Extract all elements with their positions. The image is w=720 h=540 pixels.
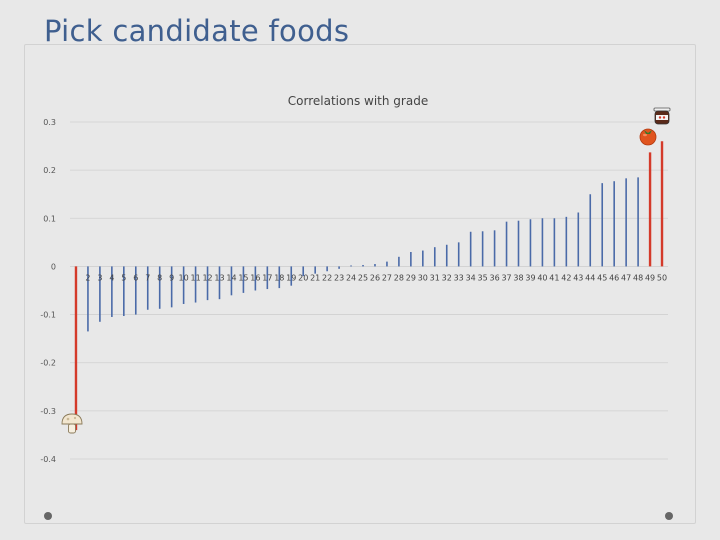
x-tick-label: 20 (298, 273, 308, 282)
page-title: Pick candidate foods (44, 14, 350, 48)
x-tick-label: 13 (214, 273, 224, 282)
y-tick-label: 0.2 (43, 166, 56, 175)
y-axis-ticks: 0.3 0.2 0.1 0 -0.1 -0.2 -0.3 -0.4 (40, 118, 56, 464)
x-tick-label: 50 (657, 273, 667, 282)
chart-title: Correlations with grade (288, 94, 428, 108)
y-tick-label: -0.1 (40, 311, 56, 320)
x-tick-label: 38 (513, 273, 523, 282)
x-tick-label: 4 (109, 273, 114, 282)
corner-dot-bottom-right (665, 512, 673, 520)
x-tick-label: 12 (202, 273, 212, 282)
x-tick-label: 37 (501, 273, 511, 282)
x-tick-label: 32 (442, 273, 452, 282)
x-tick-label: 29 (406, 273, 416, 282)
x-tick-label: 44 (585, 273, 595, 282)
mushroom-icon (61, 413, 83, 434)
x-tick-label: 22 (322, 273, 332, 282)
y-tick-label: 0 (51, 262, 56, 271)
y-tick-label: 0.1 (43, 214, 56, 223)
x-tick-label: 34 (466, 273, 476, 282)
x-tick-label: 41 (549, 273, 559, 282)
x-tick-label: 39 (525, 273, 535, 282)
x-tick-label: 28 (394, 273, 404, 282)
x-tick-label: 18 (274, 273, 284, 282)
y-tick-label: 0.3 (43, 118, 56, 127)
x-tick-label: 45 (597, 273, 607, 282)
jar-icon (653, 107, 671, 125)
x-tick-label: 42 (561, 273, 571, 282)
x-tick-label: 35 (478, 273, 488, 282)
y-tick-label: -0.2 (40, 359, 56, 368)
x-tick-label: 47 (621, 273, 631, 282)
y-tick-label: -0.3 (40, 407, 56, 416)
food-icons (61, 107, 671, 434)
x-tick-label: 36 (489, 273, 499, 282)
x-tick-label: 25 (358, 273, 368, 282)
x-tick-label: 23 (334, 273, 344, 282)
tomato-icon (639, 128, 657, 146)
x-axis-labels: 2 3 4 5 6 7 8 9 10 11 12 13 14 15 16 17 18 19 20 21 22 23 24 25… (85, 273, 667, 282)
x-tick-label: 14 (226, 273, 236, 282)
x-tick-label: 15 (238, 273, 248, 282)
x-tick-label: 7 (145, 273, 150, 282)
x-tick-label: 19 (286, 273, 296, 282)
x-tick-label: 9 (169, 273, 174, 282)
x-tick-label: 49 (645, 273, 655, 282)
x-tick-label: 2 (85, 273, 90, 282)
x-tick-label: 24 (346, 273, 356, 282)
corner-dot-bottom-left (44, 512, 52, 520)
x-tick-label: 10 (179, 273, 189, 282)
x-tick-label: 33 (454, 273, 464, 282)
x-tick-label: 16 (250, 273, 260, 282)
x-tick-label: 43 (573, 273, 583, 282)
x-tick-label: 21 (310, 273, 320, 282)
x-tick-label: 30 (418, 273, 428, 282)
y-tick-label: -0.4 (40, 455, 56, 464)
x-tick-label: 46 (609, 273, 619, 282)
x-tick-label: 26 (370, 273, 380, 282)
x-tick-label: 11 (190, 273, 200, 282)
bars (74, 141, 664, 431)
x-tick-label: 5 (121, 273, 126, 282)
x-tick-label: 31 (430, 273, 440, 282)
gridlines (70, 121, 668, 460)
x-tick-label: 3 (97, 273, 102, 282)
x-tick-label: 17 (262, 273, 272, 282)
x-tick-label: 27 (382, 273, 392, 282)
slide-frame (24, 44, 696, 524)
x-tick-label: 8 (157, 273, 162, 282)
x-tick-label: 6 (133, 273, 138, 282)
x-tick-label: 40 (537, 273, 547, 282)
x-tick-label: 48 (633, 273, 643, 282)
